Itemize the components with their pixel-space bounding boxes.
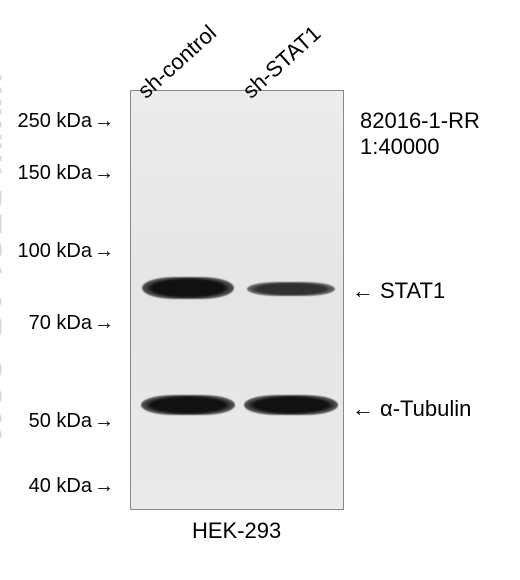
sample-label: HEK-293 — [192, 518, 281, 544]
arrow-left-icon: ← — [352, 278, 374, 304]
target-label: α-Tubulin — [380, 396, 471, 422]
target-row-tubulin: ← α-Tubulin — [352, 396, 471, 422]
arrow-right-icon: → — [94, 162, 114, 185]
arrow-left-icon: ← — [352, 396, 374, 422]
antibody-dilution: 1:40000 — [360, 134, 440, 160]
arrow-right-icon: → — [94, 312, 114, 335]
band-stat1-lane2 — [247, 282, 335, 296]
arrow-right-icon: → — [94, 110, 114, 133]
mw-marker: 70 kDa→ — [4, 312, 114, 335]
mw-text: 100 kDa — [18, 240, 93, 262]
band-tubulin-lane1 — [141, 395, 235, 415]
mw-text: 50 kDa — [29, 410, 92, 432]
target-row-stat1: ← STAT1 — [352, 278, 445, 304]
target-label: STAT1 — [380, 278, 445, 304]
mw-marker: 50 kDa→ — [4, 410, 114, 433]
band-stat1-lane1 — [142, 277, 234, 299]
mw-marker: 40 kDa→ — [4, 475, 114, 498]
mw-text: 70 kDa — [29, 312, 92, 334]
mw-marker: 100 kDa→ — [4, 240, 114, 263]
arrow-right-icon: → — [94, 240, 114, 263]
mw-marker: 250 kDa→ — [4, 110, 114, 133]
antibody-id: 82016-1-RR — [360, 108, 480, 134]
arrow-right-icon: → — [94, 475, 114, 498]
mw-text: 150 kDa — [18, 162, 93, 184]
mw-text: 250 kDa — [18, 110, 93, 132]
blot-membrane — [130, 90, 344, 510]
mw-marker: 150 kDa→ — [4, 162, 114, 185]
mw-text: 40 kDa — [29, 475, 92, 497]
band-tubulin-lane2 — [244, 395, 338, 415]
arrow-right-icon: → — [94, 410, 114, 433]
western-blot-figure: WWW.PTGLAB.COM sh-control sh-STAT1 250 k… — [0, 0, 520, 580]
